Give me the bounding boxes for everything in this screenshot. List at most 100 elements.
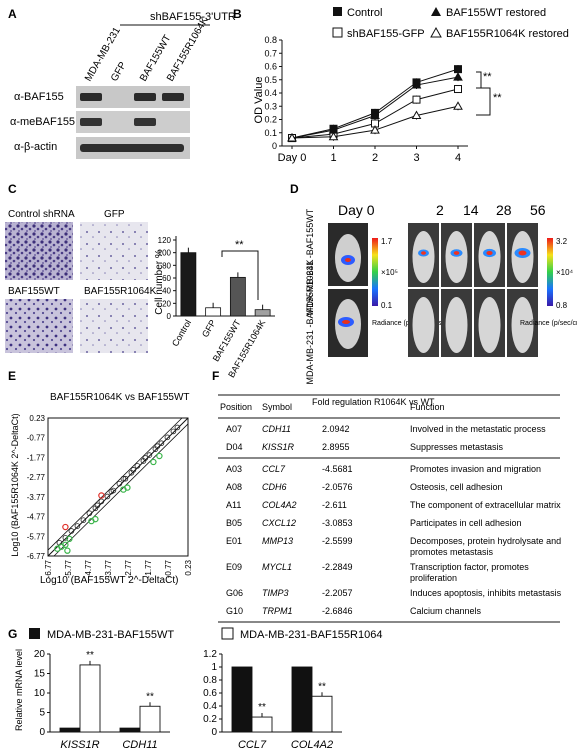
c-micrograph-gfp	[80, 222, 148, 280]
c-y-tick-label: 40	[162, 287, 171, 296]
f-cell-symbol: CDH11	[262, 424, 291, 434]
e-point	[130, 467, 137, 473]
f-cell-symbol: CCL7	[262, 464, 286, 474]
gl-sig: **	[146, 691, 154, 702]
c-micrograph-wt	[5, 299, 73, 353]
e-x-tick-label: -0.77	[164, 559, 173, 578]
f-cell-position: A07	[226, 424, 242, 434]
e-x-tick-label: -4.77	[84, 559, 93, 578]
f-cell-function: promotes metastasis	[410, 547, 494, 557]
b-sig-2: **	[493, 92, 502, 104]
f-cell-position: D04	[226, 442, 243, 452]
e-point-regulated	[66, 535, 73, 543]
d-scale2-max: 3.2	[556, 237, 568, 246]
signal	[421, 251, 426, 255]
gl-bar	[59, 727, 81, 733]
e-point	[68, 528, 75, 534]
band	[134, 118, 156, 126]
legend-label-shgfp: shBAF155-GFP	[347, 28, 425, 40]
gl-y-tick-label: 5	[39, 708, 45, 719]
b-ylabel: OD Value	[253, 77, 265, 124]
mouse	[412, 231, 435, 283]
gr-bar	[251, 716, 273, 733]
chart-e: -6.77 -5.77 -4.77 -3.77 -2.77 -1.77 -0.77 0.23 0…	[27, 414, 193, 578]
gr-y-tick-label: 1	[211, 662, 217, 673]
legend-label-r1064k: BAF155R1064K restored	[446, 28, 569, 40]
gr-y-tick-label: 1.2	[203, 649, 217, 660]
b-point	[411, 110, 422, 120]
d-row-label-r1064k: MDA-MB-231 -BAF155R1064K	[305, 259, 315, 384]
g-legend-marker-r1064	[221, 627, 234, 640]
c-img-label-1: Control shRNA	[8, 209, 75, 220]
lane-label-2: GFP	[109, 60, 129, 84]
panel-d-letter: D	[290, 182, 299, 196]
chart-g-right: 0 0.2 0.4 0.6 0.8 1 1.2 ** CCL7 ** COL4A2	[203, 649, 342, 750]
d-day-14: 14	[463, 202, 479, 218]
b-y-tick-label: 0	[272, 141, 277, 151]
f-cell-function: Involved in the metastatic process	[410, 424, 546, 434]
legend-marker-r1064k	[430, 26, 442, 38]
e-y-tick-label: 0.23	[29, 414, 45, 423]
panel-g: G MDA-MB-231-BAF155WT MDA-MB-231-BAF155R…	[8, 627, 382, 750]
d-row-label-wt: MDA-MB-231 -BAF155WT	[305, 208, 315, 315]
e-xlabel: Log10 (BAF155WT 2^-DeltaCt)	[40, 575, 178, 586]
gr-bar	[311, 695, 333, 733]
gr-y-tick-label: 0.2	[203, 714, 217, 725]
mouse	[478, 297, 501, 353]
b-point	[454, 85, 462, 94]
e-boundary-upper	[47, 417, 183, 551]
gl-x-tick-label: KISS1R	[60, 739, 99, 750]
g-ylabel: Relative mRNA level	[14, 649, 24, 731]
b-point	[453, 72, 463, 81]
f-table-body: A07 CDH11 2.0942 Involved in the metastatic…	[218, 424, 562, 623]
b-y-tick-label: 0.4	[264, 88, 277, 98]
e-point	[98, 498, 105, 505]
d-scale2-unit: ×10⁴	[556, 268, 574, 277]
f-cell-position: A03	[226, 464, 242, 474]
d-scale1-max: 1.7	[381, 237, 393, 246]
panel-f-letter: F	[212, 369, 219, 383]
d-radiance-2: Radiance (p/sec/cm²/sr)	[520, 320, 577, 327]
e-x-tick-label: -3.77	[104, 559, 113, 578]
b-point	[370, 110, 380, 120]
f-cell-fold: 2.8955	[322, 442, 350, 452]
d-colorbar-2	[547, 238, 553, 306]
gr-y-tick-label: 0.4	[203, 701, 217, 712]
band	[80, 144, 184, 152]
b-point	[370, 125, 380, 134]
b-x-tick-label: 3	[413, 152, 419, 164]
signal	[342, 320, 350, 324]
f-cell-fold: -2.2057	[322, 588, 353, 598]
e-point-regulated	[124, 484, 131, 491]
c-y-tick-label: 60	[162, 274, 171, 283]
c-micrograph-r1064k	[80, 299, 148, 353]
construct-label: shBAF155-3'UTR	[150, 11, 236, 23]
panel-g-letter: G	[8, 627, 17, 641]
panel-c: C Control shRNA GFP BAF155WT BAF155R1064…	[5, 182, 275, 379]
d-scale2-min: 0.8	[556, 301, 568, 310]
e-point	[146, 452, 153, 458]
gr-y-tick-label: 0.8	[203, 675, 217, 686]
f-cell-fold: -2.6846	[322, 606, 353, 616]
d-day-2: 2	[436, 202, 444, 218]
c-y-tick-label: 120	[158, 236, 172, 245]
f-cell-symbol: COL4A2	[262, 500, 297, 510]
chart-g-left: 0 5 10 15 20 ** KISS1R ** CDH11	[34, 649, 170, 750]
e-x-tick-label: -2.77	[124, 559, 133, 578]
band	[80, 93, 102, 101]
f-cell-symbol: CXCL12	[262, 518, 296, 528]
f-header-function: Function	[410, 402, 445, 412]
b-y-tick-label: 0.7	[264, 48, 277, 58]
e-plot-frame	[47, 417, 189, 557]
f-cell-symbol: MYCL1	[262, 562, 292, 572]
b-point	[328, 131, 339, 141]
b-x-tick-label: 4	[455, 152, 461, 164]
c-y-tick-label: 20	[162, 299, 171, 308]
e-y-tick-label: -6.77	[27, 552, 46, 561]
b-x-tick-label: 1	[330, 152, 336, 164]
e-point-upregulated	[98, 492, 105, 499]
gl-bar	[119, 727, 141, 733]
f-cell-function: Suppresses metastasis	[410, 442, 504, 452]
g-legend-marker-wt	[29, 628, 40, 639]
